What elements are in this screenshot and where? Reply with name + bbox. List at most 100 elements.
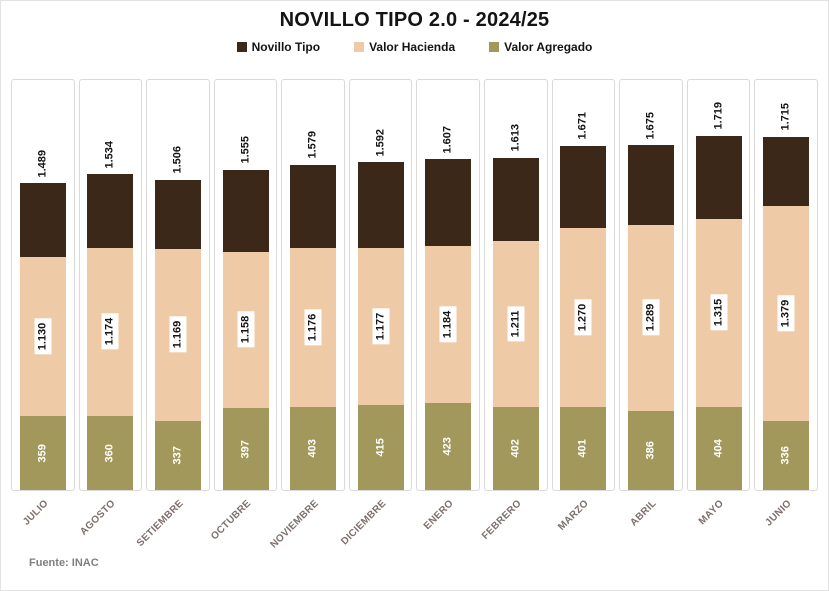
bar-column: 1.607 1.184 423 bbox=[416, 79, 481, 491]
segment-valor-agregado bbox=[290, 407, 337, 490]
segment-novillo-tipo bbox=[222, 169, 269, 252]
x-axis-label: OCTUBRE bbox=[209, 498, 254, 543]
hacienda-value-label: 1.211 bbox=[507, 306, 525, 342]
x-axis-cell: JUNIO bbox=[754, 491, 818, 553]
total-value-label: 1.671 bbox=[576, 112, 589, 140]
x-axis-label: FEBRERO bbox=[479, 498, 524, 542]
hacienda-value-label: 1.379 bbox=[777, 295, 795, 332]
total-value-label: 1.579 bbox=[306, 131, 319, 159]
total-value-label: 1.719 bbox=[712, 102, 725, 130]
x-axis-cell: MARZO bbox=[552, 491, 616, 553]
agregado-value-label: 336 bbox=[779, 446, 792, 465]
agregado-value-label: 359 bbox=[36, 443, 49, 463]
segment-novillo-tipo bbox=[695, 136, 742, 220]
hacienda-value-label: 1.289 bbox=[642, 299, 660, 336]
hacienda-value-label: 1.184 bbox=[439, 306, 457, 343]
stacked-bar bbox=[222, 169, 269, 490]
stacked-bar bbox=[560, 145, 607, 490]
hacienda-value-label: 1.176 bbox=[304, 309, 322, 346]
stacked-bar bbox=[425, 159, 472, 490]
segment-valor-agregado bbox=[627, 410, 674, 490]
total-value-label: 1.555 bbox=[239, 136, 252, 164]
hacienda-value-label: 1.130 bbox=[34, 318, 52, 355]
agregado-value-label: 423 bbox=[441, 437, 454, 456]
hacienda-value-label: 1.174 bbox=[101, 314, 119, 350]
agregado-value-label: 403 bbox=[306, 439, 319, 458]
x-axis-cell: ENERO bbox=[416, 491, 480, 553]
agregado-value-label: 386 bbox=[644, 441, 657, 460]
hacienda-value-label: 1.315 bbox=[710, 295, 728, 331]
bar-column: 1.613 1.211 402 bbox=[484, 79, 548, 491]
segment-novillo-tipo bbox=[425, 159, 472, 247]
agregado-value-label: 415 bbox=[374, 438, 387, 457]
segment-novillo-tipo bbox=[290, 164, 337, 248]
segment-valor-agregado bbox=[560, 407, 607, 490]
bar-column: 1.506 1.169 337 bbox=[146, 79, 210, 491]
legend-swatch-valor-agregado bbox=[489, 42, 500, 52]
x-axis-cell: FEBRERO bbox=[480, 491, 548, 553]
x-axis-cell: AGOSTO bbox=[79, 491, 143, 553]
x-axis-cell: NOVIEMBRE bbox=[268, 491, 345, 553]
bar-column: 1.592 1.177 415 bbox=[348, 79, 413, 491]
bar-column: 1.579 1.176 403 bbox=[281, 79, 345, 491]
segment-novillo-tipo bbox=[492, 157, 539, 241]
source-note: Fuente: INAC bbox=[29, 557, 99, 569]
legend-item-valor-hacienda: Valor Hacienda bbox=[354, 40, 455, 54]
agregado-value-label: 402 bbox=[509, 439, 522, 458]
x-axis-label: ABRIL bbox=[628, 498, 659, 529]
bar-column: 1.671 1.270 401 bbox=[551, 79, 616, 491]
segment-valor-agregado bbox=[154, 420, 201, 490]
agregado-value-label: 404 bbox=[712, 439, 725, 458]
segment-valor-agregado bbox=[222, 408, 269, 490]
segment-novillo-tipo bbox=[357, 162, 404, 248]
legend-label: Valor Agregado bbox=[504, 40, 593, 54]
agregado-value-label: 401 bbox=[576, 439, 589, 458]
agregado-value-label: 360 bbox=[103, 443, 116, 463]
hacienda-value-label: 1.169 bbox=[169, 317, 187, 353]
segment-novillo-tipo bbox=[154, 179, 201, 250]
segment-novillo-tipo bbox=[763, 136, 810, 207]
stacked-bar bbox=[290, 164, 337, 490]
x-axis-label: AGOSTO bbox=[78, 498, 119, 538]
x-axis-label: DICIEMBRE bbox=[339, 498, 389, 548]
total-value-label: 1.607 bbox=[441, 125, 454, 154]
total-value-label: 1.613 bbox=[509, 124, 522, 152]
total-value-label: 1.715 bbox=[779, 103, 792, 131]
segment-valor-agregado bbox=[19, 416, 66, 490]
segment-novillo-tipo bbox=[560, 145, 607, 229]
x-axis-cell: MAYO bbox=[687, 491, 751, 553]
agregado-value-label: 397 bbox=[239, 439, 252, 459]
stacked-bar bbox=[627, 145, 674, 490]
legend: Novillo Tipo Valor Hacienda Valor Agrega… bbox=[1, 39, 828, 55]
bar-column: 1.534 1.174 360 bbox=[78, 79, 143, 491]
total-value-label: 1.534 bbox=[103, 140, 116, 169]
total-value-label: 1.592 bbox=[374, 128, 387, 157]
hacienda-value-label: 1.177 bbox=[372, 308, 390, 344]
agregado-value-label: 337 bbox=[171, 446, 184, 465]
total-value-label: 1.489 bbox=[36, 149, 49, 178]
legend-swatch-valor-hacienda bbox=[354, 42, 365, 52]
x-axis-label: JUNIO bbox=[763, 498, 794, 529]
x-axis-cell: JULIO bbox=[11, 491, 75, 553]
segment-valor-agregado bbox=[763, 420, 810, 490]
hacienda-value-label: 1.270 bbox=[574, 300, 592, 336]
stacked-bar bbox=[154, 179, 201, 490]
x-axis-cell: DICIEMBRE bbox=[339, 491, 413, 553]
bar-column: 1.719 1.315 404 bbox=[686, 79, 751, 491]
x-axis-label: SETIEMBRE bbox=[134, 498, 186, 549]
bar-column: 1.675 1.289 386 bbox=[619, 79, 683, 491]
legend-item-valor-agregado: Valor Agregado bbox=[489, 40, 592, 54]
segment-valor-agregado bbox=[357, 404, 404, 490]
x-axis: JULIO AGOSTO SETIEMBRE OCTUBRE NOVIEMBRE DICI… bbox=[11, 491, 818, 553]
x-axis-label: ENERO bbox=[422, 498, 457, 532]
legend-label: Valor Hacienda bbox=[369, 40, 456, 54]
plot-area: 1.489 1.130 359 1.534 1.174 360 1.506 1.169 337 1… bbox=[11, 79, 818, 491]
x-axis-cell: ABRIL bbox=[619, 491, 683, 553]
segment-novillo-tipo bbox=[19, 183, 66, 258]
x-axis-cell: SETIEMBRE bbox=[135, 491, 210, 553]
segment-novillo-tipo bbox=[627, 145, 674, 225]
legend-swatch-novillo-tipo bbox=[236, 42, 247, 52]
bar-column: 1.489 1.130 359 bbox=[11, 79, 75, 491]
legend-item-novillo-tipo: Novillo Tipo bbox=[236, 40, 320, 54]
